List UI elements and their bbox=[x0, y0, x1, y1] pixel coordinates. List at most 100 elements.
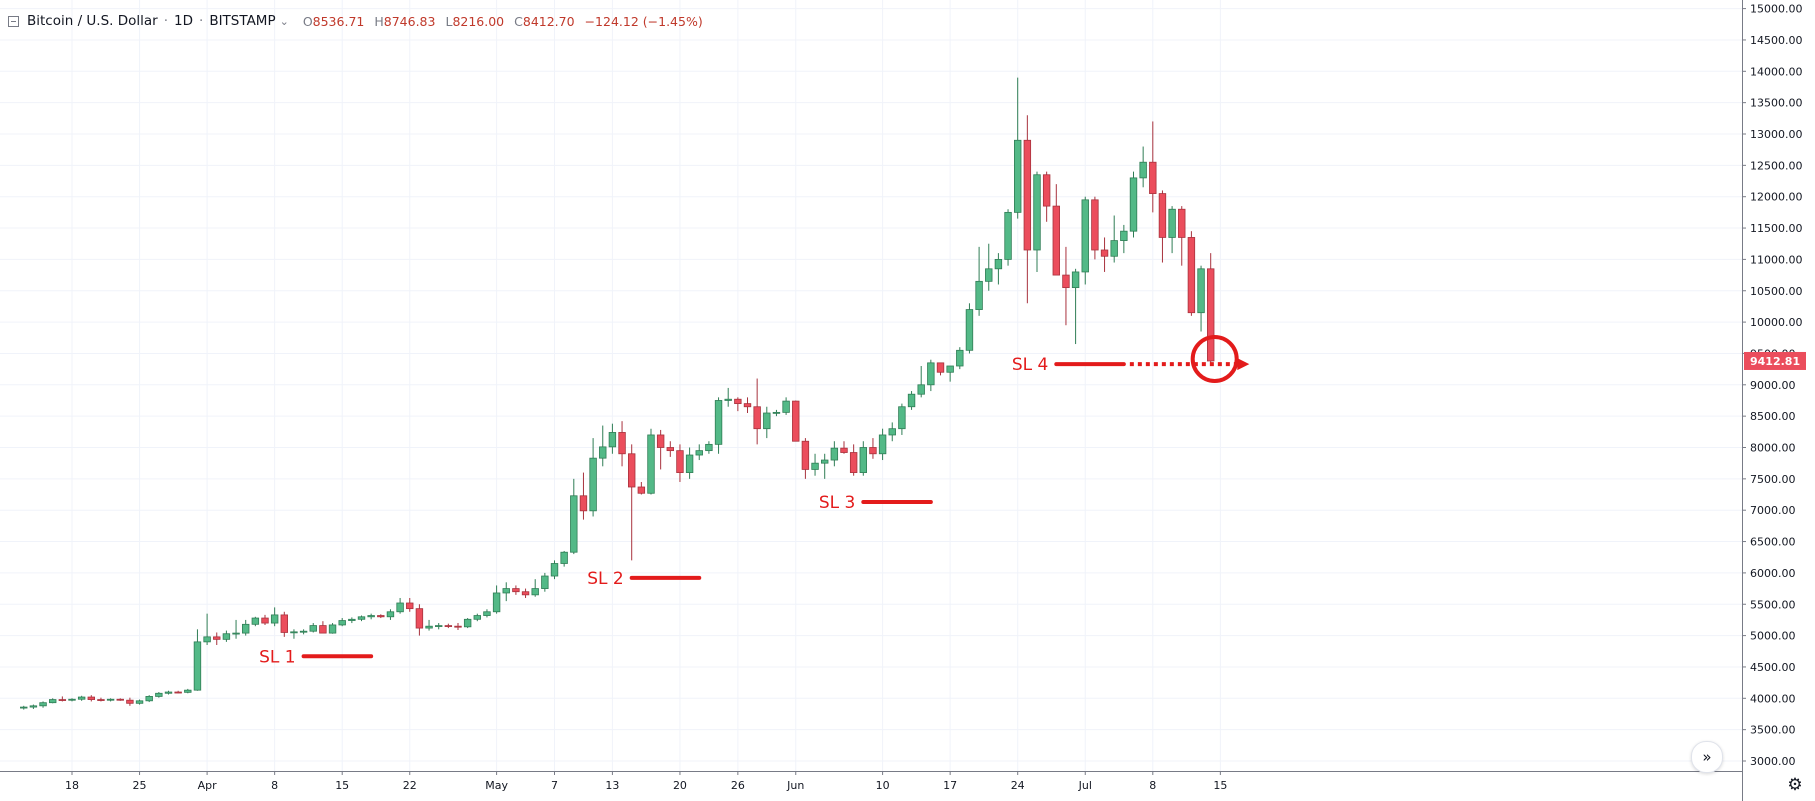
candle-body bbox=[1033, 174, 1041, 251]
candle-body bbox=[965, 309, 974, 351]
candle-body bbox=[550, 563, 559, 577]
candle-body bbox=[985, 268, 993, 282]
candle-body bbox=[241, 623, 250, 634]
candle-body bbox=[193, 641, 202, 691]
candle-body bbox=[280, 614, 288, 633]
candle-body bbox=[830, 447, 839, 461]
candle-body bbox=[135, 700, 144, 704]
candle-body bbox=[338, 620, 346, 626]
candle-body bbox=[348, 618, 356, 621]
x-tick-label: 13 bbox=[605, 779, 619, 792]
y-tick-label: 10500.00 bbox=[1750, 285, 1803, 298]
candle-body bbox=[1187, 237, 1196, 314]
last-price-label: 9412.81 bbox=[1750, 355, 1800, 368]
candle-body bbox=[164, 691, 173, 694]
last-price-badge bbox=[1744, 351, 1806, 370]
candle-body bbox=[319, 625, 327, 634]
collapse-icon[interactable] bbox=[8, 15, 19, 27]
symbol-name[interactable]: Bitcoin / U.S. Dollar bbox=[27, 13, 158, 29]
x-tick-label: 10 bbox=[876, 779, 890, 792]
y-tick-label: 3000.00 bbox=[1750, 755, 1796, 768]
candle-body bbox=[1197, 268, 1205, 314]
x-tick-label: 17 bbox=[943, 779, 957, 792]
candle-body bbox=[261, 617, 269, 624]
candle-body bbox=[299, 630, 308, 633]
scroll-right-icon[interactable]: » bbox=[1691, 741, 1723, 773]
exchange[interactable]: BITSTAMP bbox=[209, 13, 276, 29]
candle-body bbox=[502, 588, 510, 594]
candle-body bbox=[1149, 161, 1157, 194]
candle-body bbox=[222, 633, 231, 640]
candle-body bbox=[492, 592, 501, 613]
gear-icon[interactable]: ⚙ bbox=[1787, 775, 1803, 795]
candle-body bbox=[309, 625, 317, 632]
candle-body bbox=[512, 588, 520, 593]
ohlc-change: −124.12 (−1.45%) bbox=[584, 13, 703, 29]
candle-body bbox=[483, 611, 491, 616]
candle-body bbox=[473, 615, 481, 620]
candle-body bbox=[116, 698, 124, 701]
candle-body bbox=[743, 403, 752, 408]
candle-body bbox=[579, 495, 588, 512]
y-tick-label: 14000.00 bbox=[1750, 65, 1803, 78]
x-tick-label: 15 bbox=[335, 779, 349, 792]
candle-body bbox=[724, 398, 732, 401]
candle-body bbox=[792, 400, 800, 442]
candle-body bbox=[849, 452, 858, 473]
candle-body bbox=[213, 636, 221, 640]
interval[interactable]: 1D bbox=[174, 13, 194, 29]
candle-body bbox=[39, 702, 47, 707]
candle-body bbox=[936, 362, 945, 373]
candle-body bbox=[869, 447, 877, 455]
candle-body bbox=[1110, 240, 1118, 257]
candle-body bbox=[888, 428, 896, 436]
ohlc-high: H8746.83 bbox=[374, 13, 436, 29]
y-tick-label: 6500.00 bbox=[1750, 536, 1796, 549]
candle-body bbox=[1052, 205, 1060, 276]
candle-body bbox=[87, 696, 95, 700]
x-tick-label: 8 bbox=[1149, 779, 1156, 792]
y-tick-label: 9000.00 bbox=[1750, 379, 1796, 392]
header-separator-2: · bbox=[199, 13, 204, 29]
candle-body bbox=[608, 432, 617, 448]
y-tick-label: 14500.00 bbox=[1750, 34, 1803, 47]
candle-body bbox=[714, 400, 723, 445]
candle-body bbox=[174, 691, 182, 694]
candle-body bbox=[753, 406, 761, 430]
x-tick-label: 8 bbox=[271, 779, 278, 792]
candle-body bbox=[763, 412, 771, 430]
stop-loss-label-1: SL 1 bbox=[259, 647, 295, 667]
candle-body bbox=[782, 400, 790, 413]
candle-body bbox=[859, 447, 867, 473]
candle-body bbox=[821, 459, 829, 464]
y-tick-label: 7000.00 bbox=[1750, 504, 1796, 517]
highlight-circle bbox=[1190, 334, 1239, 383]
x-tick-label: 25 bbox=[133, 779, 147, 792]
candle-body bbox=[531, 588, 539, 596]
candle-body bbox=[927, 362, 935, 386]
candle-body bbox=[878, 434, 887, 455]
candle-body bbox=[666, 447, 674, 452]
chevron-down-icon[interactable]: ⌄ bbox=[279, 14, 289, 28]
candle-body bbox=[290, 631, 298, 634]
y-tick-label: 11500.00 bbox=[1750, 222, 1803, 235]
x-tick-label: 26 bbox=[731, 779, 745, 792]
candle-body bbox=[840, 447, 848, 453]
y-tick-label: 12000.00 bbox=[1750, 191, 1803, 204]
y-tick-label: 8500.00 bbox=[1750, 410, 1796, 423]
stop-loss-label-4: SL 4 bbox=[1012, 355, 1048, 375]
y-tick-label: 15000.00 bbox=[1750, 3, 1803, 16]
candle-body bbox=[77, 696, 86, 700]
candle-body bbox=[1004, 211, 1012, 260]
arrow-head-icon bbox=[1237, 358, 1250, 371]
x-tick-label: 7 bbox=[551, 779, 558, 792]
candle-body bbox=[521, 591, 530, 596]
ohlc-close: C8412.70 bbox=[514, 13, 575, 29]
candle-body bbox=[917, 384, 925, 395]
candle-body bbox=[29, 705, 38, 708]
candle-body bbox=[463, 618, 472, 628]
y-tick-label: 11000.00 bbox=[1750, 253, 1803, 266]
y-tick-label: 12500.00 bbox=[1750, 159, 1803, 172]
candle-body bbox=[1207, 268, 1215, 362]
